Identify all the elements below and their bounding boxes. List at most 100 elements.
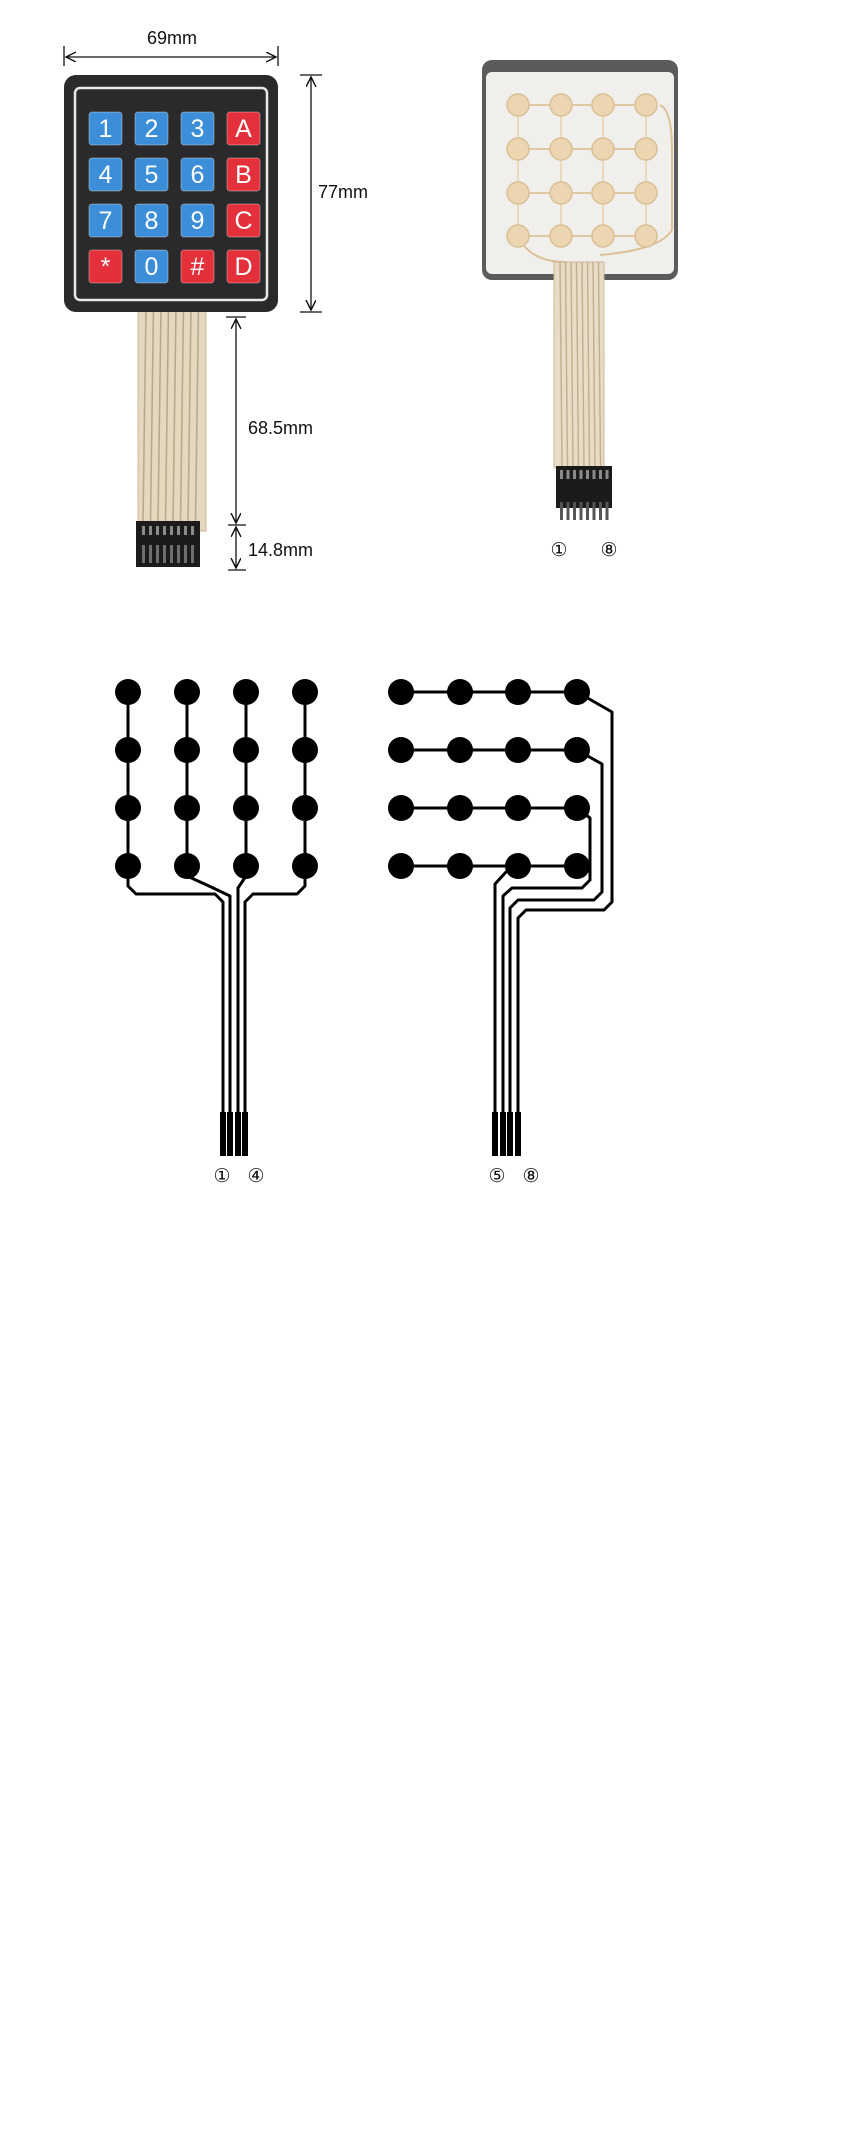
cable-trace: [142, 306, 147, 523]
key-0-0: [88, 111, 123, 146]
column-pin-4: [242, 1112, 248, 1156]
pin: [163, 526, 166, 535]
column-dot: [174, 679, 200, 705]
key-label: 3: [191, 115, 205, 143]
column-pin-1: [220, 1112, 226, 1156]
back-contact-pad: [549, 93, 573, 117]
pin: [149, 526, 152, 535]
back-pin-first-label: ①: [550, 539, 567, 561]
key-label: 8: [145, 207, 159, 235]
back-connector-pins: [560, 470, 609, 520]
key-label: B: [235, 161, 252, 189]
width-label: 69mm: [147, 28, 197, 48]
cable-trace: [172, 306, 177, 523]
cable-trace: [194, 306, 200, 523]
back-pin-connector: [556, 466, 612, 508]
width-dimension: 69mm: [63, 28, 279, 66]
pin-leg: [149, 545, 152, 563]
row-pin-8: [515, 1112, 521, 1156]
pin-leg: [163, 545, 166, 563]
back-contact-pad: [634, 181, 658, 205]
back-pin-leg: [560, 502, 563, 520]
back-contact-pad: [591, 137, 615, 161]
key-label: 2: [145, 115, 159, 143]
column-pin-2: [227, 1112, 233, 1156]
back-pin-leg: [566, 502, 570, 520]
row-dot: [447, 795, 473, 821]
column-dot: [233, 679, 259, 705]
back-sheet: [486, 72, 674, 274]
back-contact-pad: [506, 224, 530, 248]
column-dot: [233, 853, 259, 879]
key-0-1: [134, 111, 169, 146]
column-schematic: ① ④: [115, 679, 318, 1187]
key-2-3: [226, 203, 261, 238]
height-dimension: 77mm: [300, 74, 368, 313]
key-1-3: [226, 157, 261, 192]
back-pin: [599, 470, 602, 479]
row-dot: [564, 679, 590, 705]
cable-traces: [142, 306, 200, 523]
row-dot: [388, 795, 414, 821]
connector-dimension: 14.8mm: [228, 527, 313, 571]
back-pin: [560, 470, 563, 479]
back-pin-last-label: ⑧: [600, 539, 617, 561]
key-label: D: [234, 253, 252, 281]
key-label: 7: [99, 207, 113, 235]
column-wires: [126, 692, 307, 1112]
column-pin-last-label: ④: [247, 1165, 264, 1187]
back-traces: [510, 100, 673, 263]
pin: [142, 526, 145, 535]
row-dot: [564, 853, 590, 879]
column-dot: [174, 795, 200, 821]
back-contact-pad: [549, 224, 573, 248]
column-dot: [233, 737, 259, 763]
row-dot: [564, 737, 590, 763]
column-dot: [292, 679, 318, 705]
column-dot: [115, 679, 141, 705]
cable-trace: [157, 306, 162, 523]
row-dot: [505, 853, 531, 879]
column-lead: [126, 866, 225, 1112]
keypad-frame: [73, 86, 269, 302]
row-schematic: ⑤ ⑧: [388, 679, 614, 1187]
back-contact-pad: [591, 224, 615, 248]
cable-trace: [164, 306, 170, 523]
row-pin-last-label: ⑧: [522, 1165, 539, 1187]
back-contact-pad: [591, 93, 615, 117]
column-dot: [292, 795, 318, 821]
cable-trace: [187, 306, 192, 523]
column-dot: [115, 737, 141, 763]
back-contact-pad: [506, 93, 530, 117]
back-pin-leg: [605, 502, 609, 520]
key-1-0: [88, 157, 123, 192]
pin-leg: [142, 545, 145, 563]
column-dot: [233, 795, 259, 821]
back-contact-pad: [634, 93, 658, 117]
row-dot: [505, 679, 531, 705]
back-cable-trace: [559, 261, 563, 467]
back-cable-trace: [564, 261, 569, 467]
back-pin-leg: [579, 502, 583, 520]
column-dot: [115, 853, 141, 879]
keypad-key-grid: 1 2 3 A 4 5 6 B 7 8 9 C * 0 # D: [88, 111, 261, 284]
key-0-3: [226, 111, 261, 146]
column-lead: [243, 866, 307, 1112]
key-1-1: [134, 157, 169, 192]
back-cable-traces: [559, 261, 602, 467]
back-pin-leg: [586, 502, 589, 520]
column-dot: [174, 737, 200, 763]
key-2-2: [180, 203, 215, 238]
back-contact-pad: [591, 181, 615, 205]
pin-connector: [136, 521, 200, 567]
row-dot: [505, 737, 531, 763]
pin: [170, 526, 173, 535]
pin-leg: [177, 545, 180, 563]
keypad-back-photo: ① ⑧: [482, 60, 678, 561]
back-contact-pad: [506, 181, 530, 205]
row-pins: [492, 1112, 521, 1156]
pin-leg: [191, 545, 194, 563]
back-pin-leg: [599, 502, 602, 520]
pin-leg: [156, 545, 159, 563]
back-contact-pad: [634, 224, 658, 248]
